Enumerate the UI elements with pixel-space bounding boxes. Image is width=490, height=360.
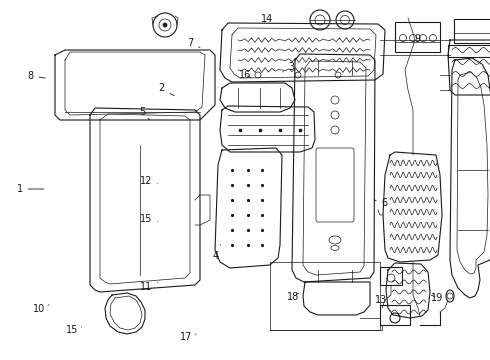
Text: 9: 9 bbox=[415, 33, 426, 44]
Text: 6: 6 bbox=[374, 198, 388, 208]
Text: 3: 3 bbox=[283, 62, 294, 72]
Text: 8: 8 bbox=[27, 71, 45, 81]
Text: 15: 15 bbox=[66, 325, 82, 336]
Text: 5: 5 bbox=[139, 107, 149, 120]
Text: 1: 1 bbox=[17, 184, 44, 194]
Text: 18: 18 bbox=[287, 292, 299, 302]
Text: 11: 11 bbox=[140, 282, 158, 292]
Text: 7: 7 bbox=[187, 38, 200, 48]
Text: 16: 16 bbox=[239, 70, 251, 80]
Text: 10: 10 bbox=[33, 303, 49, 314]
Text: 14: 14 bbox=[261, 14, 273, 24]
Text: 19: 19 bbox=[431, 293, 444, 303]
Text: 12: 12 bbox=[140, 176, 158, 186]
Text: 13: 13 bbox=[375, 294, 390, 305]
Text: 15: 15 bbox=[140, 213, 158, 224]
Text: 4: 4 bbox=[213, 245, 220, 261]
Text: 2: 2 bbox=[159, 83, 174, 96]
Circle shape bbox=[163, 23, 167, 27]
Text: 17: 17 bbox=[180, 332, 196, 342]
